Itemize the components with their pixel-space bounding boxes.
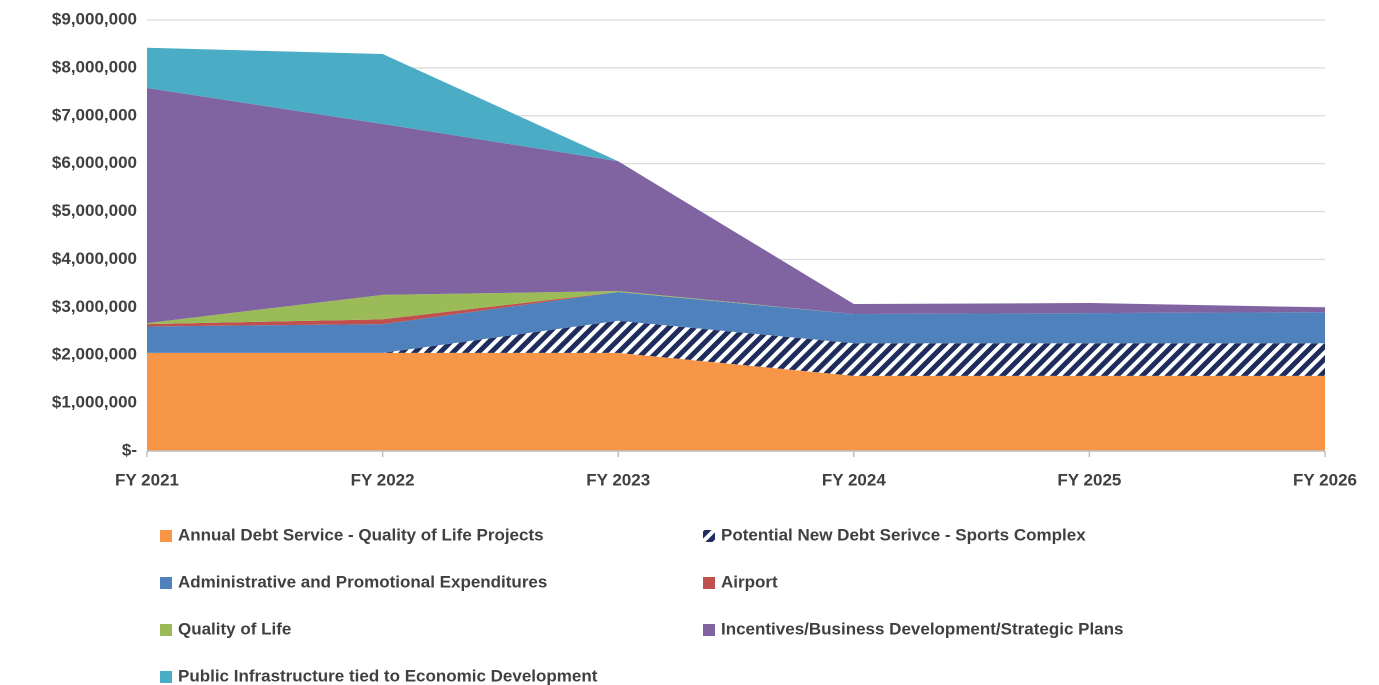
y-tick-label: $5,000,000 [52,201,137,220]
y-tick-label: $4,000,000 [52,249,137,268]
area [147,88,1325,324]
legend-swatch [703,577,715,589]
legend-item: Potential New Debt Serivce - Sports Comp… [703,525,1086,544]
legend-swatch [160,530,172,542]
area [147,352,1325,451]
legend-item: Incentives/Business Development/Strategi… [703,619,1123,638]
legend-swatch [703,530,715,542]
area [147,291,1325,325]
legend-item: Quality of Life [160,619,291,638]
y-tick-label: $7,000,000 [52,105,137,124]
legend-swatch [160,671,172,683]
y-tick-label: $- [122,440,137,459]
legend-item: Public Infrastructure tied to Economic D… [160,666,598,685]
legend-label: Administrative and Promotional Expenditu… [178,572,547,591]
x-tick-label: FY 2025 [1057,470,1121,489]
legend-label: Annual Debt Service - Quality of Life Pr… [178,525,544,544]
y-tick-label: $3,000,000 [52,297,137,316]
area [147,292,1325,353]
legend-swatch [703,624,715,636]
legend-item: Annual Debt Service - Quality of Life Pr… [160,525,544,544]
legend-item: Administrative and Promotional Expenditu… [160,572,547,591]
area [147,292,1325,327]
x-tick-label: FY 2022 [351,470,415,489]
x-tick-label: FY 2024 [822,470,887,489]
legend-item: Airport [703,572,778,591]
area [147,47,1325,308]
x-tick-label: FY 2023 [586,470,650,489]
legend-swatch [160,624,172,636]
legend-label: Potential New Debt Serivce - Sports Comp… [721,525,1086,544]
x-tick-label: FY 2026 [1293,470,1357,489]
legend-label: Airport [721,572,778,591]
y-tick-label: $2,000,000 [52,345,137,364]
legend-swatch [160,577,172,589]
legend-label: Quality of Life [178,619,291,638]
y-tick-label: $6,000,000 [52,153,137,172]
legend-label: Public Infrastructure tied to Economic D… [178,666,598,685]
legend-label: Incentives/Business Development/Strategi… [721,619,1123,638]
y-tick-label: $1,000,000 [52,393,137,412]
y-tick-label: $8,000,000 [52,57,137,76]
area [147,320,1325,376]
y-tick-label: $9,000,000 [52,9,137,28]
x-tick-label: FY 2021 [115,470,179,489]
